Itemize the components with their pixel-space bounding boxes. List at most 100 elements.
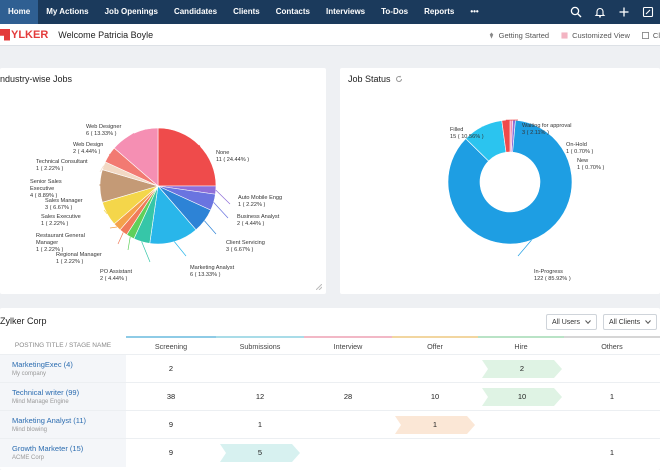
pie-leader-line	[99, 165, 104, 173]
clip-link[interactable]: Cl	[641, 31, 660, 40]
chevron-down-icon	[585, 320, 591, 324]
row-title-cell: Marketing Analyst (11) Mind blowing	[0, 411, 126, 439]
pie-label-text: Regional Manager	[56, 252, 102, 258]
grid-icon	[561, 31, 568, 39]
resize-handle-icon[interactable]	[316, 284, 322, 290]
submissions-count[interactable]: 5	[257, 448, 263, 457]
table-row: Marketing Analyst (11) Mind blowing 9 1 …	[0, 410, 660, 439]
screening-count[interactable]: 2	[168, 364, 174, 373]
column-header-submissions[interactable]: Submissions	[239, 342, 281, 351]
pie-label-text: 4 ( 8.89% )	[30, 193, 57, 199]
nav-clients[interactable]: Clients	[233, 7, 260, 16]
pie-slice-waiting-for-approval[interactable]	[501, 119, 511, 153]
pie-leader-line	[174, 241, 187, 257]
column-color-bar-screening	[126, 336, 216, 338]
nav-job-openings[interactable]: Job Openings	[104, 7, 158, 16]
all-users-dropdown[interactable]: All Users	[546, 314, 598, 330]
pie-leader-line	[127, 236, 131, 251]
submissions-count[interactable]: 1	[257, 420, 263, 429]
pie-leader-line	[213, 202, 229, 219]
pie-label-text: 122 ( 85.92% )	[534, 276, 571, 282]
getting-started-label: Getting Started	[498, 30, 550, 40]
pie-label-text: 11 ( 24.44% )	[216, 157, 249, 163]
nav-my-actions[interactable]: My Actions	[46, 7, 89, 16]
job-title-link[interactable]: Marketing Analyst (11)	[12, 416, 87, 425]
pie-slice-in-progress[interactable]	[447, 119, 573, 245]
offer-count[interactable]: 1	[432, 420, 438, 429]
job-title-link[interactable]: Technical writer (99)	[12, 388, 80, 397]
column-header-screening[interactable]: Screening	[154, 342, 188, 351]
column-header-others[interactable]: Others	[601, 342, 623, 351]
company-logo[interactable]: YLKER	[0, 28, 48, 41]
refresh-icon[interactable]	[395, 75, 403, 83]
pie-leader-line	[123, 132, 135, 141]
job-client-name: My company	[12, 371, 47, 377]
pie-leader-line	[198, 144, 206, 157]
sub-header: YLKER Welcome Patricia Boyle Getting Sta…	[0, 24, 660, 46]
nav-interviews[interactable]: Interviews	[325, 7, 366, 16]
pie-label-text: Client Servicing	[226, 240, 265, 246]
hire-count[interactable]: 10	[517, 392, 527, 401]
pie-leader-line	[117, 232, 124, 245]
pie-leader-line	[103, 209, 108, 215]
pie-label-text: 1 ( 0.70% )	[577, 165, 604, 171]
pie-slice-none[interactable]	[157, 127, 217, 187]
screening-count[interactable]: 9	[168, 448, 174, 457]
nav-home[interactable]: Home	[0, 0, 39, 24]
others-count[interactable]: 1	[609, 448, 615, 457]
search-icon[interactable]	[570, 6, 582, 18]
hire-count[interactable]: 2	[519, 364, 525, 373]
pie-label-text: Sales Manager	[45, 198, 83, 204]
pie-label-text: 1 ( 2.22% )	[238, 202, 265, 208]
nav-contacts[interactable]: Contacts	[275, 7, 310, 16]
nav-more[interactable]: •••	[470, 7, 479, 16]
pie-leader-line	[215, 189, 231, 205]
pie-label-text: Executive	[30, 186, 54, 192]
pie-leader-line	[477, 126, 483, 143]
chevron-down-icon	[645, 320, 651, 324]
column-header-hire[interactable]: Hire	[514, 342, 528, 351]
pie-label-text: Sales Executive	[41, 214, 81, 220]
all-clients-dropdown[interactable]: All Clients	[603, 314, 658, 330]
table-row: MarketingExec (4) My company 2 2	[0, 354, 660, 383]
pie-label-text: In-Progress	[534, 269, 563, 275]
plus-icon[interactable]	[618, 6, 630, 18]
edit-icon[interactable]	[642, 6, 654, 18]
pie-label-text: 1 ( 2.22% )	[36, 247, 63, 253]
nav-reports[interactable]: Reports	[424, 7, 455, 16]
pie-label-text: Marketing Analyst	[190, 265, 235, 271]
bell-icon[interactable]	[594, 6, 606, 18]
screening-count[interactable]: 9	[168, 420, 174, 429]
submissions-count[interactable]: 12	[255, 392, 265, 401]
pipeline-title: Zylker Corp	[0, 316, 47, 326]
column-header-offer[interactable]: Offer	[427, 342, 443, 351]
pie-slice-web-designer[interactable]	[113, 127, 159, 187]
job-status-card: Job Status On-Hold 1 ( 0.70% ) New 1 ( 0.70…	[340, 68, 660, 294]
nav-todos[interactable]: To-Dos	[381, 7, 409, 16]
getting-started-link[interactable]: Getting Started	[488, 31, 549, 40]
column-header-interview[interactable]: Interview	[333, 342, 363, 351]
nav-candidates[interactable]: Candidates	[173, 7, 218, 16]
offer-count[interactable]: 10	[430, 392, 440, 401]
job-client-name: Mind blowing	[12, 427, 48, 433]
top-navigation: Home My Actions Job Openings Candidates …	[0, 0, 660, 24]
row-title-cell: Technical writer (99) Mind Manage Engine	[0, 383, 126, 411]
job-title-link[interactable]: Growth Marketer (15)	[12, 444, 84, 453]
row-title-cell: MarketingExec (4) My company	[0, 355, 126, 383]
job-title-link[interactable]: MarketingExec (4)	[12, 360, 73, 369]
pie-label-text: PO Assistant	[100, 269, 132, 275]
all-clients-label: All Clients	[609, 318, 641, 326]
submissions-pill-bg	[220, 444, 300, 462]
pie-label-text: Business Analyst	[237, 214, 280, 220]
pie-label-text: 6 ( 13.33% )	[190, 272, 221, 278]
customized-view-label: Customized View	[572, 30, 630, 40]
customized-view-link[interactable]: Customized View	[561, 31, 630, 40]
pie-label-text: On-Hold	[566, 142, 587, 148]
interview-count[interactable]: 28	[343, 392, 353, 401]
job-status-title: Job Status	[348, 74, 391, 84]
pie-label-text: Manager	[36, 240, 58, 246]
others-count[interactable]: 1	[609, 392, 615, 401]
screening-count[interactable]: 38	[166, 392, 176, 401]
